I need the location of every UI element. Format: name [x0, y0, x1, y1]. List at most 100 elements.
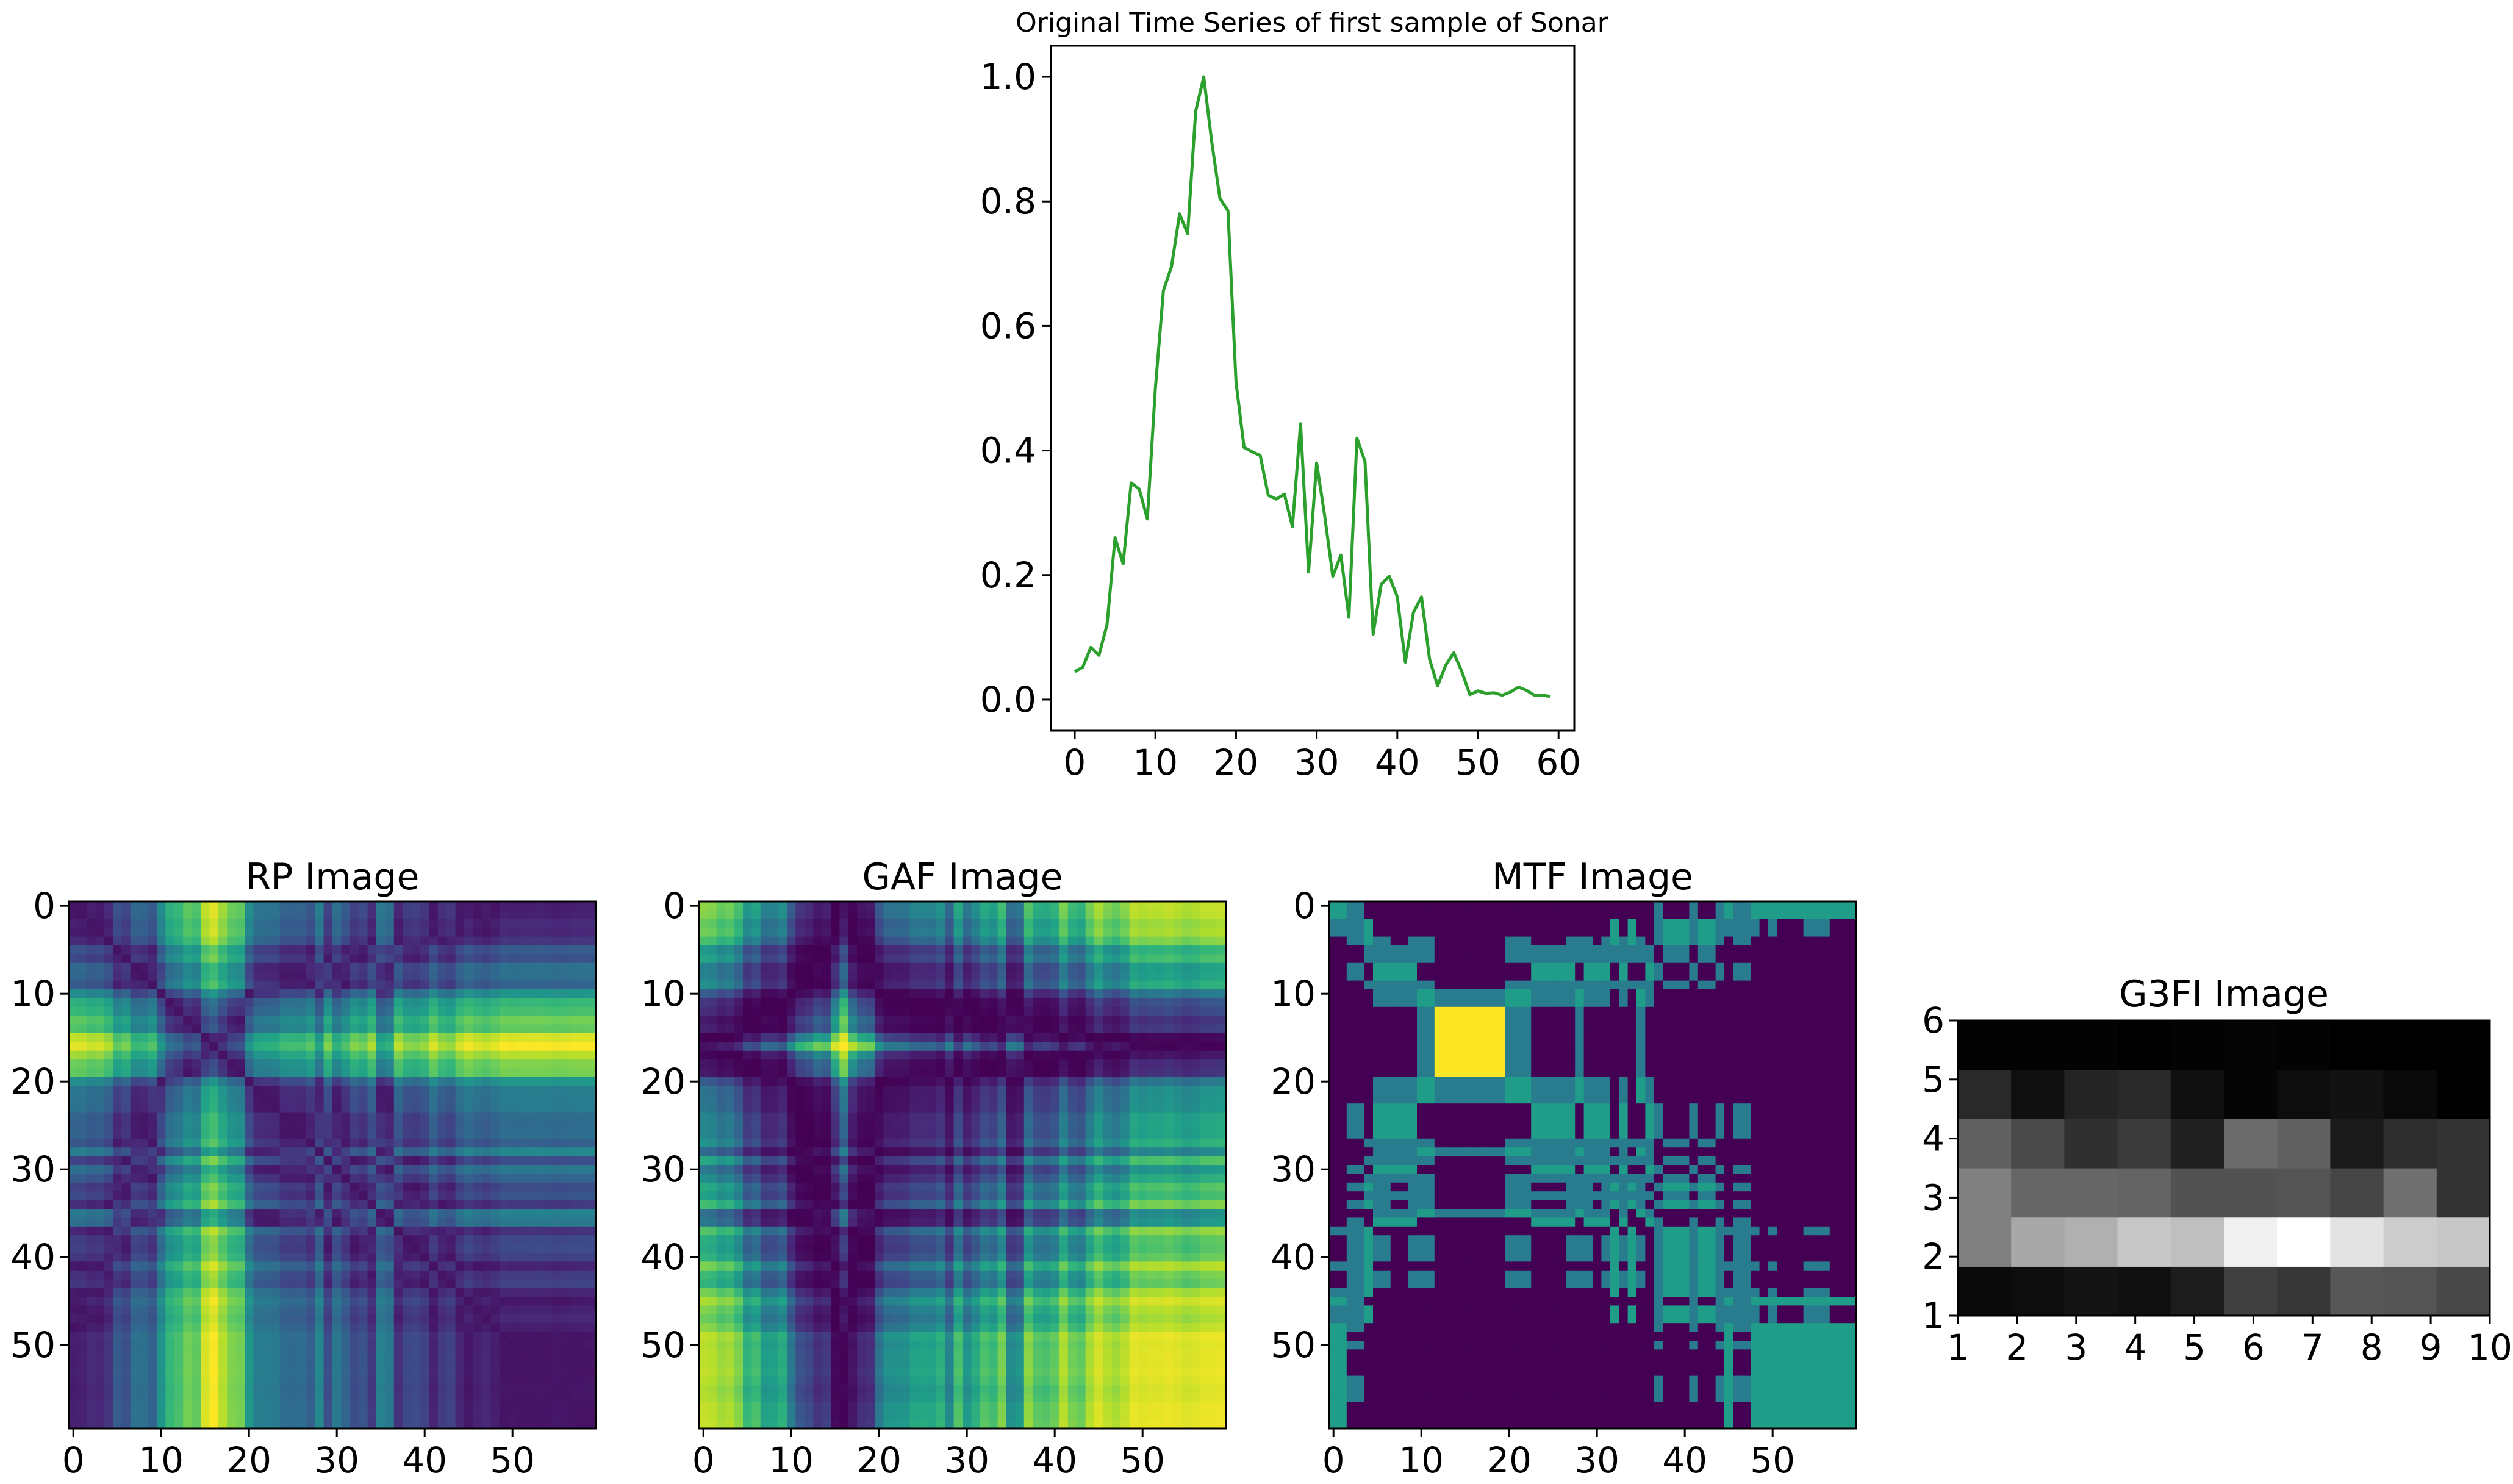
- heatmap-cell: [359, 1191, 368, 1201]
- heatmap-cell: [561, 1279, 570, 1289]
- heatmap-cell: [455, 1094, 465, 1104]
- heatmap-cell: [130, 1200, 140, 1210]
- heatmap-cell: [113, 1305, 122, 1315]
- heatmap-cell: [315, 1209, 324, 1218]
- heatmap-cell: [113, 1042, 122, 1052]
- heatmap-cell: [367, 972, 377, 981]
- heatmap-cell: [787, 928, 796, 937]
- heatmap-cell: [508, 954, 517, 964]
- heatmap-cell: [289, 1209, 298, 1218]
- heatmap-cell: [393, 1059, 403, 1069]
- heatmap-cell: [262, 1121, 271, 1130]
- heatmap-cell: [909, 928, 919, 937]
- heatmap-cell: [997, 962, 1007, 972]
- heatmap-cell: [403, 1006, 412, 1016]
- heatmap-cell: [552, 1182, 561, 1192]
- heatmap-cell: [446, 1016, 456, 1025]
- heatmap-cell: [315, 1261, 324, 1271]
- heatmap-cell: [1138, 1077, 1147, 1086]
- heatmap-cell: [86, 1147, 96, 1157]
- heatmap-cell: [86, 1077, 96, 1086]
- heatmap-cell: [262, 1042, 271, 1052]
- heatmap-cell: [569, 1191, 579, 1201]
- heatmap-cell: [1164, 972, 1174, 981]
- heatmap-cell: [578, 919, 588, 928]
- heatmap-cell: [909, 1024, 919, 1034]
- heatmap-cell: [508, 1419, 517, 1429]
- heatmap-cell: [315, 1024, 324, 1034]
- heatmap-cell: [1050, 1016, 1059, 1025]
- heatmap-cell: [971, 1016, 981, 1025]
- heatmap-cell: [725, 936, 735, 946]
- heatmap-cell: [552, 1121, 561, 1130]
- heatmap-cell: [892, 1016, 902, 1025]
- heatmap-cell: [332, 1174, 342, 1183]
- heatmap-cell: [130, 1385, 140, 1394]
- heatmap-cell: [795, 998, 805, 1008]
- heatmap-cell: [980, 919, 989, 928]
- heatmap-cell: [218, 1016, 228, 1025]
- heatmap-cell: [323, 1068, 333, 1078]
- heatmap-cell: [165, 1191, 175, 1201]
- heatmap-cell: [1138, 972, 1147, 981]
- heatmap-cell: [534, 1059, 544, 1069]
- heatmap-cell: [517, 1235, 526, 1245]
- heatmap-cell: [227, 1050, 237, 1060]
- heatmap-cell: [359, 1156, 368, 1166]
- heatmap-cell: [69, 1419, 78, 1429]
- heatmap-cell: [157, 1235, 166, 1245]
- heatmap-cell: [989, 1077, 998, 1086]
- heatmap-cell: [997, 910, 1007, 920]
- heatmap-cell: [113, 1349, 122, 1359]
- heatmap-cell: [121, 945, 131, 955]
- heatmap-cell: [130, 1297, 140, 1306]
- heatmap-cell: [534, 1068, 544, 1078]
- heatmap-cell: [437, 1112, 447, 1122]
- heatmap-cell: [490, 1314, 500, 1324]
- heatmap-cell: [332, 1006, 342, 1016]
- heatmap-cell: [411, 928, 421, 937]
- heatmap-cell: [989, 954, 998, 964]
- heatmap-cell: [279, 1385, 289, 1394]
- heatmap-cell: [306, 1174, 315, 1183]
- heatmap-cell: [455, 1402, 465, 1411]
- heatmap-cell: [86, 945, 96, 955]
- heatmap-cell: [971, 1006, 981, 1016]
- heatmap-cell: [385, 1419, 395, 1429]
- heatmap-cell: [315, 1297, 324, 1306]
- heatmap-cell: [201, 1385, 210, 1394]
- heatmap-cell: [587, 1288, 597, 1297]
- heatmap-cell: [174, 919, 184, 928]
- heatmap-cell: [1033, 1042, 1042, 1052]
- heatmap-cell: [499, 1235, 509, 1245]
- heatmap-cell: [473, 1200, 482, 1210]
- heatmap-cell: [534, 1305, 544, 1315]
- heatmap-cell: [578, 954, 588, 964]
- heatmap-cell: [1147, 1033, 1156, 1042]
- heatmap-cell: [778, 945, 787, 955]
- heatmap-cell: [235, 1385, 245, 1394]
- heatmap-cell: [1208, 928, 1218, 937]
- heatmap-cell: [499, 1217, 509, 1227]
- heatmap-cell: [569, 1016, 579, 1025]
- heatmap-cell: [464, 1059, 473, 1069]
- heatmap-cell: [813, 1077, 823, 1086]
- heatmap-cell: [446, 1094, 456, 1104]
- heatmap-cell: [341, 945, 351, 955]
- heatmap-cell: [490, 1050, 500, 1060]
- heatmap-cell: [578, 1086, 588, 1095]
- heatmap-cell: [130, 980, 140, 990]
- heatmap-cell: [543, 1165, 553, 1174]
- heatmap-cell: [813, 998, 823, 1008]
- heatmap-cell: [192, 1033, 201, 1042]
- heatmap-cell: [367, 1385, 377, 1394]
- heatmap-cell: [350, 1068, 359, 1078]
- heatmap-cell: [192, 945, 201, 955]
- y-tick-label: 10: [10, 973, 56, 1014]
- heatmap-cell: [437, 1042, 447, 1052]
- heatmap-cell: [218, 1402, 228, 1411]
- heatmap-cell: [121, 1138, 131, 1148]
- heatmap-cell: [341, 1323, 351, 1333]
- heatmap-cell: [980, 1050, 989, 1060]
- heatmap-cell: [716, 1042, 726, 1052]
